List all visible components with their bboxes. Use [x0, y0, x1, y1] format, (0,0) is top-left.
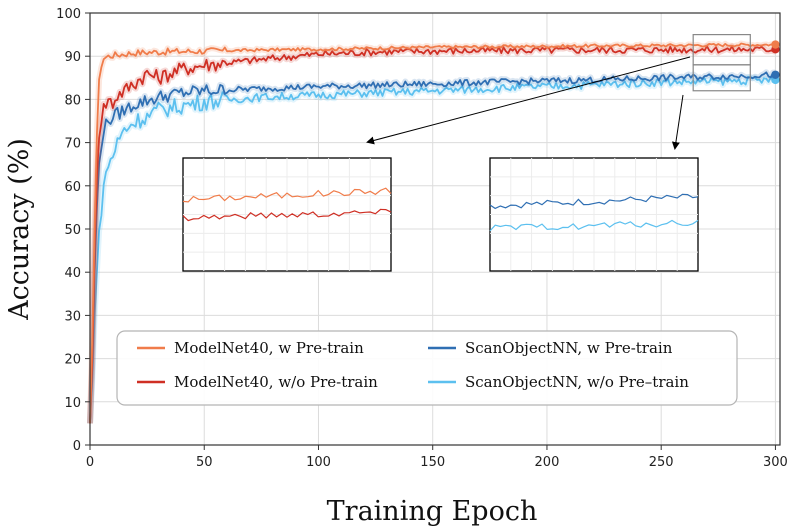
x-tick-label: 150 [420, 455, 445, 470]
series-layer [87, 40, 780, 424]
series-line [89, 75, 776, 424]
y-tick-label: 0 [73, 439, 81, 454]
zoom-arrow [671, 94, 684, 150]
series-end-marker [771, 70, 780, 79]
y-tick-label: 80 [64, 93, 81, 108]
y-axis-title: Accuracy (%) [4, 138, 35, 321]
x-tick-label: 0 [86, 455, 94, 470]
legend-label: ModelNet40, w/o Pre-train [174, 373, 378, 391]
x-tick-label: 100 [306, 455, 331, 470]
x-tick-label: 200 [535, 455, 560, 470]
y-tick-label: 10 [64, 396, 81, 411]
zoom-arrow [366, 56, 691, 145]
x-tick-label: 50 [196, 455, 213, 470]
y-tick-label: 30 [64, 309, 81, 324]
y-tick-label: 20 [64, 353, 81, 368]
legend-box [116, 330, 738, 406]
series-line [89, 71, 776, 424]
legend-label: ModelNet40, w Pre-train [174, 339, 364, 357]
series-line [89, 42, 776, 424]
y-tick-label: 90 [64, 50, 81, 65]
y-tick-label: 70 [64, 137, 81, 152]
inset-series-line [489, 193, 699, 210]
y-tick-label: 60 [64, 180, 81, 195]
ticks: 0 10 20 30 40 50 60 70 80 90 100 0 50 100 150 200 250 300 [56, 7, 788, 470]
zoom-annotations [182, 33, 751, 272]
y-tick-label: 40 [64, 266, 81, 281]
zoom-source-box [692, 64, 751, 92]
inset-series-line [489, 219, 699, 232]
y-tick-label: 50 [64, 223, 81, 238]
legend: ModelNet40, w Pre-train ModelNet40, w/o P… [116, 330, 738, 406]
legend-label: ScanObjectNN, w Pre-train [465, 339, 673, 357]
series-line [89, 45, 776, 424]
legend-label: ScanObjectNN, w/o Pre–train [465, 373, 689, 391]
inset-series-line [182, 187, 392, 203]
x-tick-label: 250 [649, 455, 674, 470]
x-tick-label: 300 [763, 455, 788, 470]
y-tick-label: 100 [56, 7, 81, 22]
inset-series-line [182, 208, 392, 222]
x-axis-title: Training Epoch [327, 496, 538, 527]
series-end-marker [771, 40, 780, 49]
